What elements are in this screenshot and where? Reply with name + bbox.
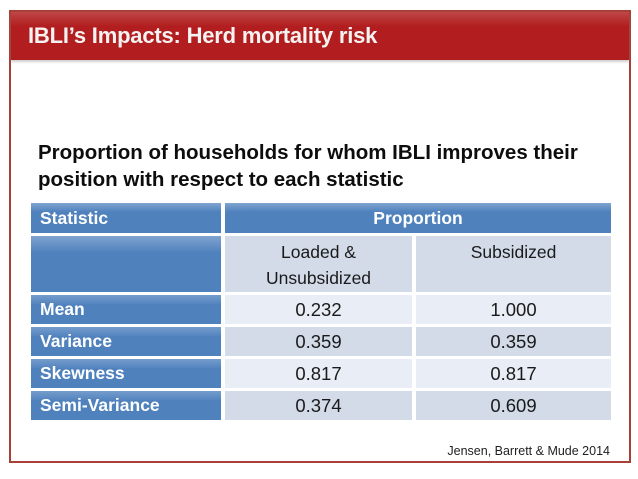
slide-heading: Proportion of households for whom IBLI i… (38, 141, 578, 191)
table-body: Mean 0.232 1.000 Variance 0.359 0.359 Skewness… (31, 295, 611, 420)
loaded-unsubsidized-header: Loaded & Unsubsidized (225, 236, 412, 292)
subsidized-label: Subsidized (470, 242, 557, 262)
citation: Jensen, Barrett & Mude 2014 (447, 444, 610, 458)
loaded-unsubsidized-value-cell: 0.817 (225, 359, 412, 388)
loaded-unsubsidized-value-cell: 0.374 (225, 391, 412, 420)
proportion-column-header: Proportion (225, 203, 611, 233)
subsidized-value-cell: 0.609 (416, 391, 611, 420)
statistic-name-cell: Semi-Variance (31, 391, 221, 420)
loaded-unsubsidized-label: Loaded & Unsubsidized (265, 242, 372, 288)
statistic-column-header: Statistic (31, 203, 221, 233)
title-bar: IBLI’s Impacts: Herd mortality risk (11, 12, 629, 60)
slide-title: IBLI’s Impacts: Herd mortality risk (28, 23, 378, 48)
subsidized-header: Subsidized (416, 236, 611, 292)
table-row: Mean 0.232 1.000 (31, 295, 611, 324)
table-row: Semi-Variance 0.374 0.609 (31, 391, 611, 420)
table-header-row: Statistic Proportion (31, 203, 611, 233)
statistic-name-cell: Skewness (31, 359, 221, 388)
statistic-name-cell: Variance (31, 327, 221, 356)
loaded-unsubsidized-value-cell: 0.232 (225, 295, 412, 324)
table-row: Variance 0.359 0.359 (31, 327, 611, 356)
statistic-empty-cell (31, 236, 221, 292)
slide-border-frame: IBLI’s Impacts: Herd mortality risk Prop… (9, 10, 631, 463)
statistics-table: Statistic Proportion Loaded & Unsubsidiz… (31, 203, 611, 420)
subsidized-value-cell: 1.000 (416, 295, 611, 324)
subsidized-value-cell: 0.359 (416, 327, 611, 356)
subsidized-value-cell: 0.817 (416, 359, 611, 388)
statistic-name-cell: Mean (31, 295, 221, 324)
table-row: Skewness 0.817 0.817 (31, 359, 611, 388)
loaded-unsubsidized-value-cell: 0.359 (225, 327, 412, 356)
table-subheader-row: Loaded & Unsubsidized Subsidized (31, 236, 611, 292)
